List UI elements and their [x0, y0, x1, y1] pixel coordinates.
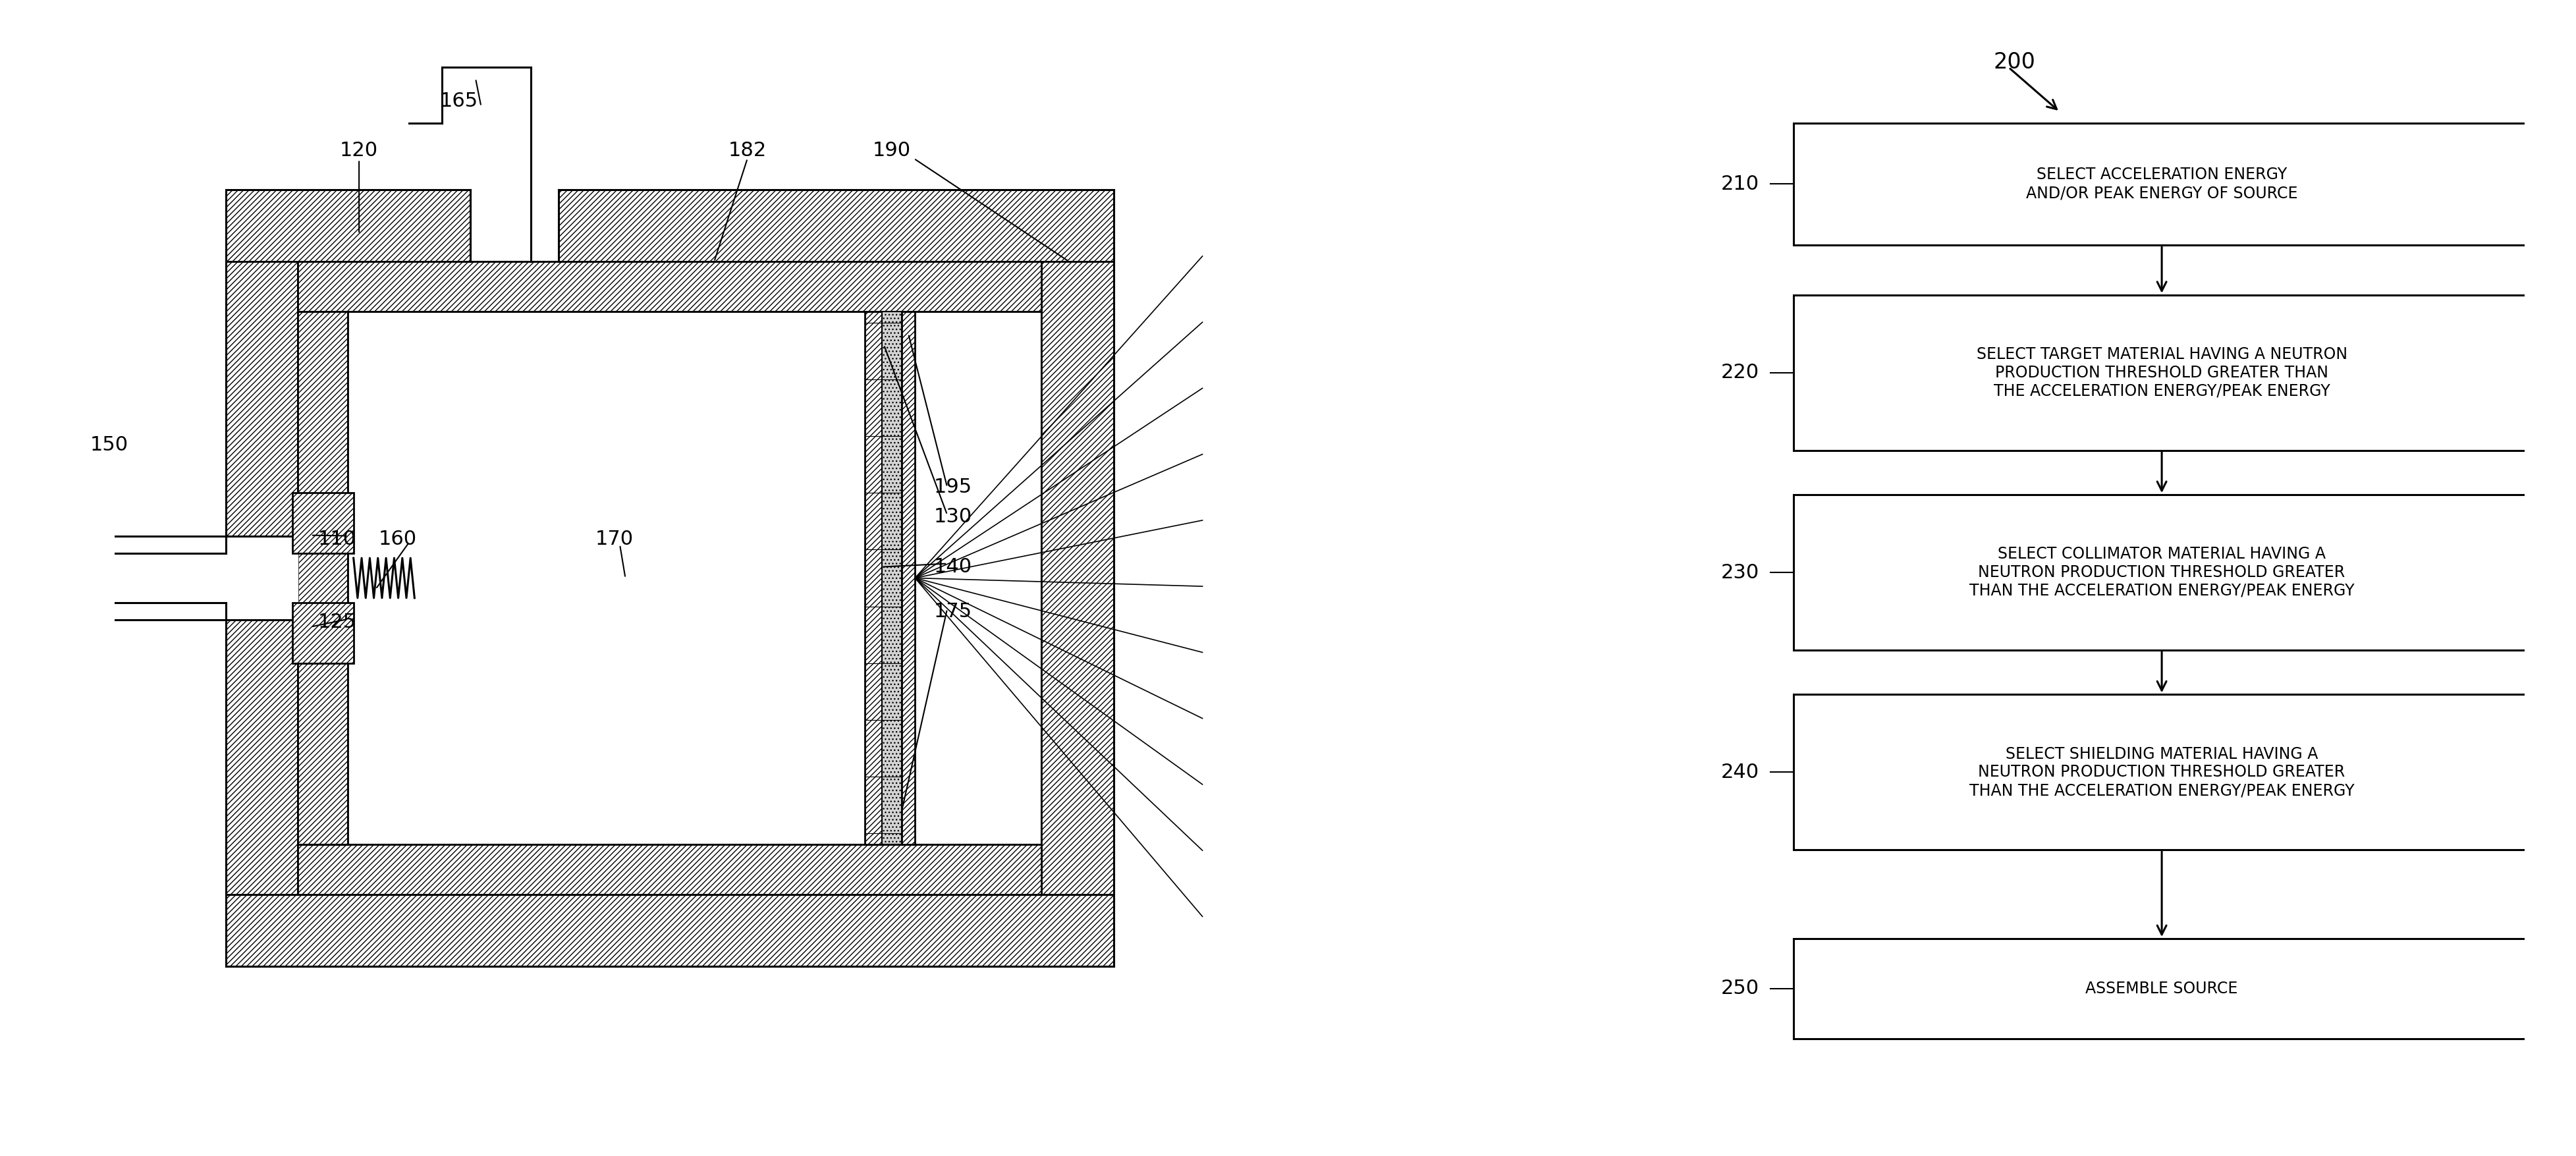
- Bar: [294, 602, 353, 664]
- Bar: [1793, 939, 2530, 1038]
- Text: 140: 140: [933, 557, 971, 577]
- Bar: [227, 261, 299, 895]
- Text: 125: 125: [317, 613, 355, 632]
- Text: 230: 230: [1721, 563, 1759, 581]
- Bar: [1793, 695, 2530, 850]
- Text: ASSEMBLE SOURCE: ASSEMBLE SOURCE: [2087, 980, 2239, 996]
- Text: 240: 240: [1721, 763, 1759, 781]
- Bar: [559, 190, 1113, 261]
- Bar: [866, 312, 881, 844]
- Text: SELECT COLLIMATOR MATERIAL HAVING A
NEUTRON PRODUCTION THRESHOLD GREATER
THAN TH: SELECT COLLIMATOR MATERIAL HAVING A NEUT…: [1968, 547, 2354, 599]
- Text: 190: 190: [873, 141, 912, 161]
- Bar: [902, 312, 914, 844]
- Text: 200: 200: [1994, 51, 2035, 73]
- Bar: [294, 492, 353, 554]
- Text: 160: 160: [379, 529, 417, 549]
- Text: SELECT SHIELDING MATERIAL HAVING A
NEUTRON PRODUCTION THRESHOLD GREATER
THAN THE: SELECT SHIELDING MATERIAL HAVING A NEUTR…: [1968, 746, 2354, 799]
- Text: 182: 182: [729, 141, 768, 161]
- Bar: [1041, 261, 1113, 895]
- Text: 130: 130: [933, 507, 971, 526]
- Bar: [299, 261, 1041, 895]
- Text: 170: 170: [595, 529, 634, 549]
- Bar: [1793, 295, 2530, 451]
- Bar: [299, 312, 348, 844]
- Text: 250: 250: [1721, 979, 1759, 998]
- Text: 220: 220: [1721, 363, 1759, 383]
- Text: 120: 120: [340, 141, 379, 161]
- Bar: [1793, 123, 2530, 245]
- Text: SELECT ACCELERATION ENERGY
AND/OR PEAK ENERGY OF SOURCE: SELECT ACCELERATION ENERGY AND/OR PEAK E…: [2025, 166, 2298, 201]
- Bar: [227, 190, 469, 261]
- Bar: [1793, 495, 2530, 650]
- Bar: [881, 312, 902, 844]
- Bar: [227, 895, 1113, 966]
- Bar: [299, 844, 1041, 895]
- Bar: [299, 261, 1041, 312]
- Text: 110: 110: [317, 529, 355, 549]
- Text: 165: 165: [440, 91, 479, 110]
- Text: 195: 195: [933, 477, 971, 497]
- Text: 210: 210: [1721, 175, 1759, 193]
- Text: 175: 175: [933, 602, 971, 621]
- Text: SELECT TARGET MATERIAL HAVING A NEUTRON
PRODUCTION THRESHOLD GREATER THAN
THE AC: SELECT TARGET MATERIAL HAVING A NEUTRON …: [1976, 347, 2347, 399]
- Text: 150: 150: [90, 436, 129, 454]
